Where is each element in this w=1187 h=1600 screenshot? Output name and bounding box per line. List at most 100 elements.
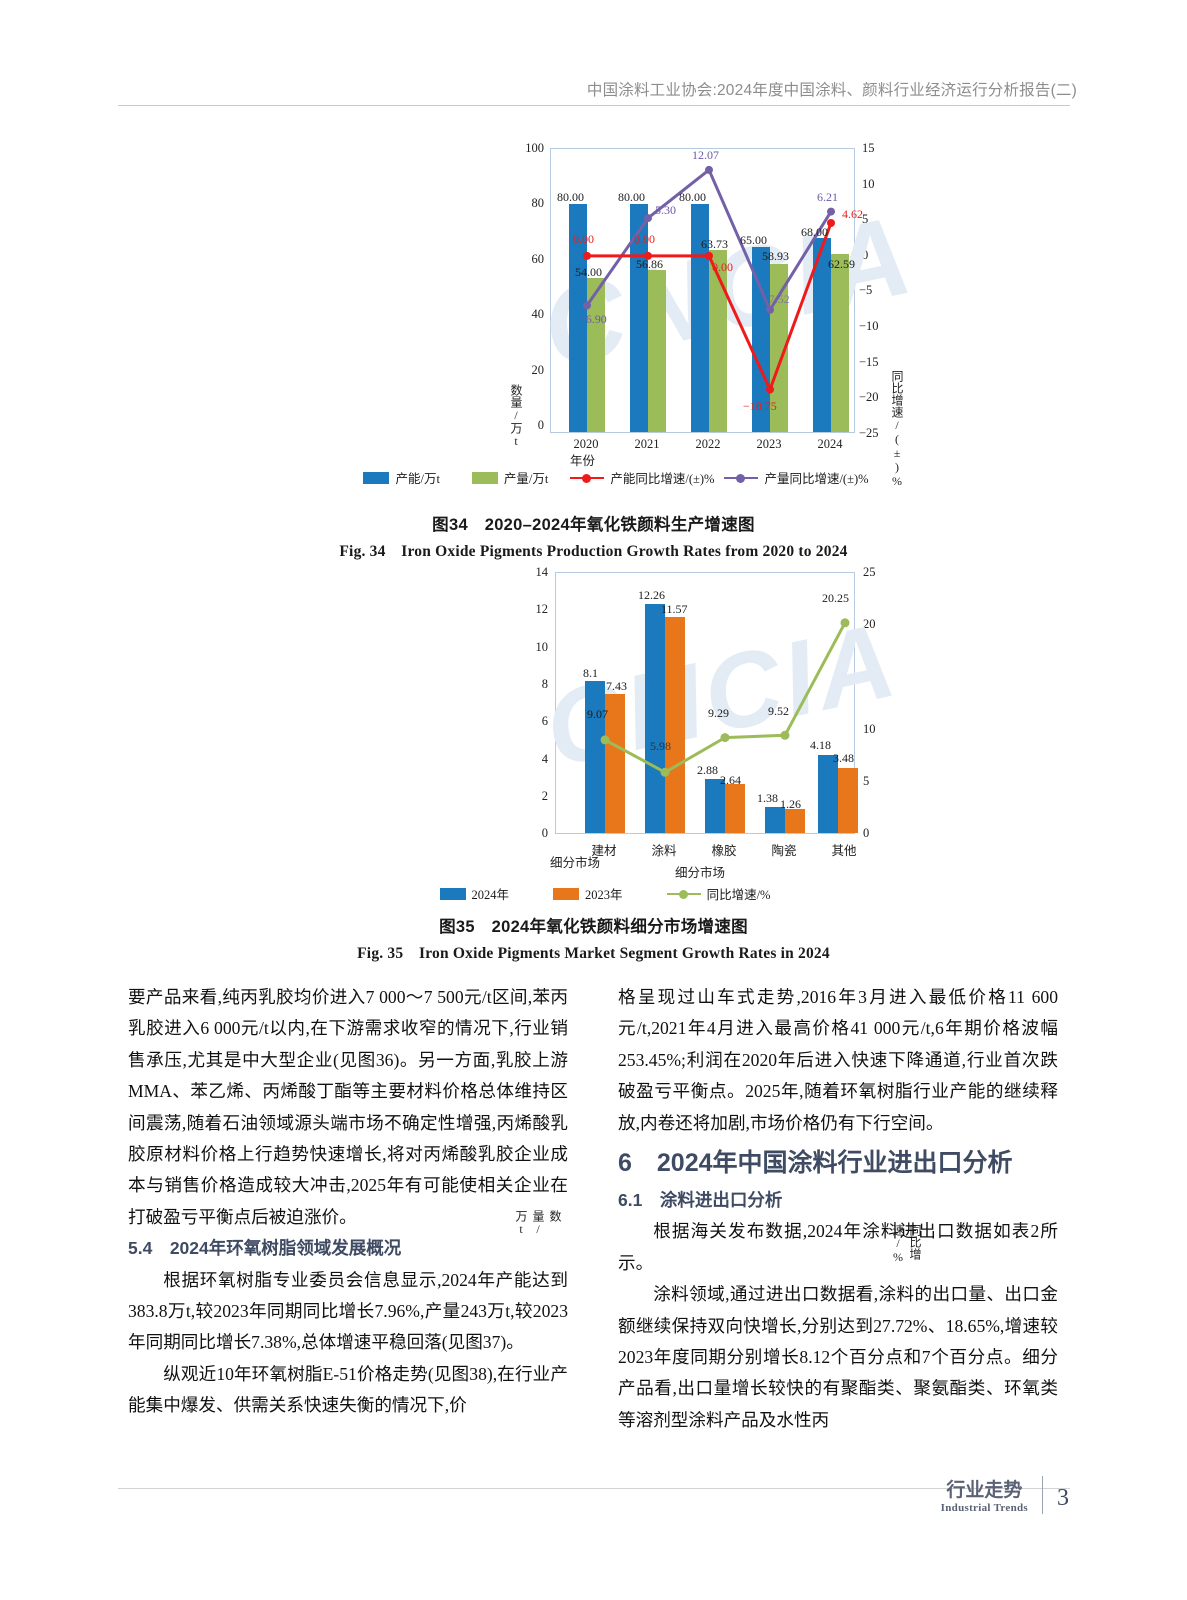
fig35-xtick: 涂料	[651, 844, 677, 858]
label-2023-qita: 3.48	[833, 751, 854, 765]
label-2024-jiancai: 8.1	[583, 666, 598, 680]
fig34-caption-en: Fig. 34 Iron Oxide Pigments Production G…	[339, 543, 848, 560]
line-growth	[604, 622, 847, 775]
fig34-y2-axis-title: 同比增速/(±)%	[890, 370, 904, 488]
fig35-ytick: 8	[541, 676, 548, 691]
bar-2024-taoci	[765, 807, 785, 833]
label-output-2020: 54.00	[575, 265, 602, 279]
fig34-y-axis-title: 数量/万t	[509, 384, 523, 448]
fig34-y2tick: 10	[862, 176, 875, 191]
bar-2024-tuliao	[645, 603, 665, 833]
label-capacity-2022: 80.00	[679, 190, 706, 204]
fig34-y2tick: 5	[862, 212, 869, 227]
legend-swatch-2024	[439, 887, 466, 900]
fig35-y2tick: 25	[863, 565, 876, 579]
fig35-xtick: 建材	[591, 844, 617, 858]
heading-6: 6 2024年中国涂料行业进出口分析	[618, 1149, 1013, 1178]
fig35-y2tick: 15	[863, 669, 876, 684]
paragraph-right-3: 涂料领域,通过进出口数据看,涂料的出口量、出口金额继续保持双向快增长,分别达到2…	[618, 1284, 1058, 1430]
label-2023-tuliao: 11.57	[661, 602, 688, 616]
fig34-xtick: 2021	[634, 437, 660, 451]
running-head: 中国涂料工业协会:2024年度中国涂料、颜料行业经济运行分析报告(二)	[586, 82, 1077, 99]
label-2024-tuliao: 12.26	[638, 588, 665, 602]
fig35-y2tick: 20	[863, 617, 876, 632]
fig34-ytick: 40	[531, 307, 545, 322]
fig35-ytick: 6	[541, 714, 548, 729]
bar-2023-tuliao	[665, 616, 685, 833]
fig34-caption-cn: 图34 2020–2024年氧化铁颜料生产增速图	[432, 516, 755, 534]
bar-output-2020	[587, 278, 605, 432]
fig34-y2tick: 15	[862, 141, 875, 155]
fig34-x-axis-title: 年份	[570, 454, 596, 468]
label-growth-tuliao: 5.98	[650, 739, 671, 753]
fig35-y2tick: 0	[863, 826, 870, 840]
legend-item-capacity: 产能/万t	[363, 468, 440, 487]
bar-2024-qita	[818, 754, 838, 833]
fig34-line-overlay	[583, 165, 835, 394]
paragraph-left-1: 要产品来看,纯丙乳胶均价进入7 000～7 500元/t区间,苯丙乳胶进入6 0…	[128, 987, 568, 1227]
fig35-y2tick: 10	[863, 721, 876, 736]
heading-6-1: 6.1 涂料进出口分析	[618, 1190, 783, 1211]
legend-item-capacity-growth: 产能同比增速/(±)%	[570, 468, 714, 487]
fig34-ytick: 0	[537, 418, 544, 432]
fig35-xtick: 陶瓷	[771, 844, 797, 858]
label-2024-xiangjiao: 2.88	[697, 763, 718, 777]
fig35-y2-axis-title: 同比增速/%	[891, 1224, 922, 1264]
fig34-xtick: 2024	[817, 437, 843, 451]
figure-35: 数量/万t 同比增速/% 细分市场 14 12 10 8 6 4 2 0 25 …	[250, 562, 930, 1264]
fig35-ytick: 0	[541, 826, 548, 840]
legend-item-output-growth: 产量同比增速/(±)%	[724, 468, 869, 487]
legend-label-growth: 同比增速/%	[706, 888, 771, 902]
legend-swatch-output	[471, 471, 498, 484]
bar-output-2022	[709, 250, 727, 432]
fig35-xtick: 橡胶	[711, 844, 737, 858]
label-2023-xiangjiao: 2.64	[720, 773, 741, 787]
fig34-plot-area: CNCIA	[532, 148, 925, 433]
legend-label-2024: 2024年	[471, 888, 510, 902]
fig35-x-axis-title-2: 细分市场	[675, 866, 726, 880]
label-capacity-growth-2022: 0.00	[712, 260, 733, 274]
legend-item-output: 产量/万t	[471, 468, 549, 487]
fig35-caption-cn: 图35 2024年氧化铁颜料细分市场增速图	[439, 918, 748, 936]
label-output-2022: 63.73	[701, 237, 728, 251]
bar-output-2023	[770, 264, 788, 432]
label-capacity-2021: 80.00	[618, 190, 645, 204]
fig34-y2tick: −15	[859, 354, 879, 369]
fig35-caption-en: Fig. 35 Iron Oxide Pigments Market Segme…	[357, 945, 830, 962]
legend-item-2024: 2024年	[439, 884, 510, 903]
fig34-xtick: 2023	[756, 437, 782, 451]
label-growth-jiancai: 9.07	[587, 707, 608, 721]
label-output-2023: 58.93	[762, 249, 789, 263]
legend-swatch-2023	[553, 887, 580, 900]
legend-line-capacity-growth	[570, 472, 605, 484]
label-output-2024: 62.59	[828, 257, 855, 271]
legend-item-growth: 同比增速/%	[666, 884, 771, 903]
label-output-growth-2024: 6.21	[817, 190, 838, 204]
body-column-right: 格呈现过山车式走势,2016年3月进入最低价格11 600元/t,2021年4月…	[618, 982, 1058, 1436]
label-capacity-growth-2020: 0.00	[573, 232, 594, 246]
bar-2024-xiangjiao	[705, 779, 725, 833]
fig34-y2tick: −5	[859, 283, 873, 298]
bar-2023-xiangjiao	[725, 783, 745, 833]
bar-output-2021	[648, 269, 666, 432]
fig35-y-axis-title: 数量/万t	[514, 1210, 562, 1236]
label-2023-jiancai: 7.43	[606, 679, 627, 693]
label-output-growth-2021: 5.30	[655, 203, 676, 217]
fig35-ytick: 4	[541, 751, 548, 766]
paragraph-right-2: 根据海关发布数据,2024年涂料进出口数据如表2所示。	[618, 1221, 1058, 1273]
fig35-y2tick: 5	[863, 773, 870, 788]
legend-label-capacity-growth: 产能同比增速/(±)%	[610, 472, 715, 486]
legend-label-output: 产量/万t	[503, 472, 549, 486]
fig35-plot-area: CNCIA 8.1 12.26	[536, 572, 908, 834]
bar-capacity-2022	[691, 204, 709, 432]
heading-5-4: 5.4 2024年环氧树脂领域发展概况	[128, 1238, 402, 1259]
label-2024-qita: 4.18	[810, 738, 831, 752]
bar-capacity-2024	[813, 238, 831, 432]
label-output-growth-2023: −7.52	[762, 292, 790, 306]
fig34-ytick: 80	[531, 196, 545, 211]
footer: 行业走势 Industrial Trends 3	[941, 1476, 1069, 1514]
footer-divider	[1042, 1476, 1043, 1514]
fig35-ytick: 2	[541, 788, 548, 803]
footer-section-cn: 行业走势	[946, 1480, 1023, 1501]
